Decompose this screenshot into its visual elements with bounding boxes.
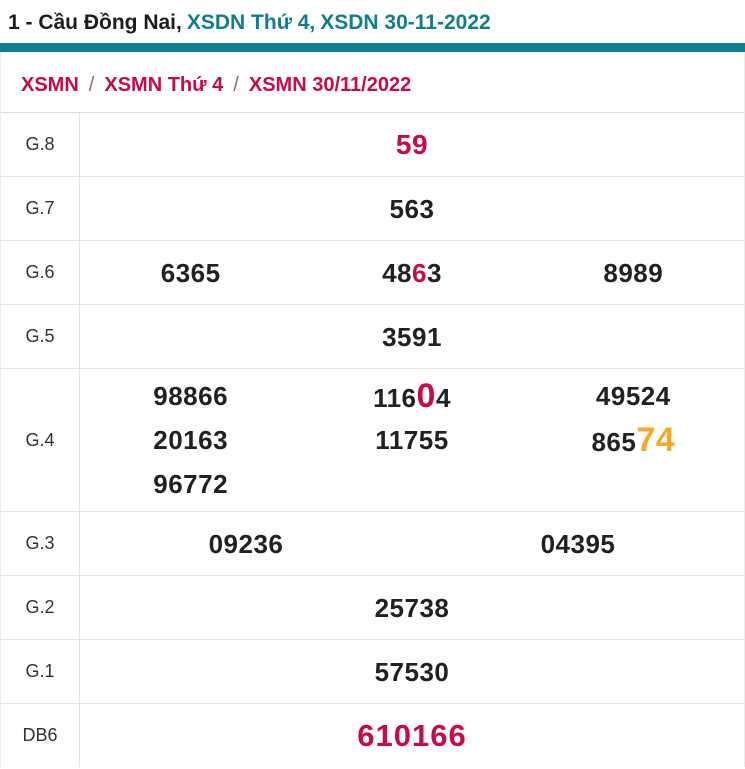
prize-values: 610166 (80, 704, 744, 767)
prize-number: 98866 (153, 381, 229, 411)
prize-number: 86574 (591, 421, 676, 459)
prize-label: G.6 (1, 241, 80, 304)
prize-number: 04395 (540, 528, 616, 559)
breadcrumb-separator: / (88, 74, 95, 96)
prize-label: G.4 (1, 369, 80, 511)
prize-number: 6365 (160, 257, 221, 288)
table-row: G.4 98866 11604 49524 20163 11755 86574 96772 (1, 369, 744, 512)
prize-number: 11755 (375, 425, 449, 455)
breadcrumb-link[interactable]: XSMN 30/11/2022 (248, 74, 412, 96)
table-row: G.2 25738 (1, 576, 744, 640)
page-title-weekday-link[interactable]: XSDN Thứ 4, (186, 11, 316, 34)
prize-label: G.1 (1, 640, 80, 703)
prize-label: G.8 (1, 113, 80, 176)
breadcrumb: XSMN / XSMN Thứ 4 / XSMN 30/11/2022 (1, 52, 744, 112)
results-panel: XSMN / XSMN Thứ 4 / XSMN 30/11/2022 G.8 59 G.7… (0, 52, 745, 767)
prize-number: 3591 (382, 321, 442, 352)
prize-values: 09236 04395 (80, 512, 744, 575)
prize-number: 49524 (595, 381, 671, 411)
prize-values: 3591 (80, 305, 744, 368)
table-row: G.5 3591 (1, 305, 744, 369)
table-row: G.8 59 (1, 113, 744, 177)
prize-number: 09236 (208, 528, 284, 559)
prize-label: G.2 (1, 576, 80, 639)
prize-number: 610166 (357, 717, 467, 753)
page-title-date-link[interactable]: XSDN 30-11-2022 (320, 11, 491, 34)
prize-number (301, 463, 522, 505)
table-row: G.7 563 (1, 177, 744, 241)
teal-accent-bar (0, 43, 745, 52)
prize-number (523, 463, 744, 505)
table-row: G.1 57530 (1, 640, 744, 704)
prize-number: 57530 (374, 656, 450, 687)
table-row: DB6 610166 (1, 704, 744, 767)
prize-label: G.5 (1, 305, 80, 368)
prize-number: 563 (389, 193, 435, 224)
prize-values: 6365 4863 8989 (80, 241, 744, 304)
prize-number: 96772 (153, 469, 229, 499)
prize-label: G.3 (1, 512, 80, 575)
table-row: G.3 09236 04395 (1, 512, 744, 576)
prize-number: 59 (395, 128, 429, 160)
prize-label: G.7 (1, 177, 80, 240)
prize-values: 59 (80, 113, 744, 176)
prize-values: 563 (80, 177, 744, 240)
prize-number: 8989 (603, 257, 664, 288)
prize-number: 25738 (374, 592, 450, 623)
prize-number: 11604 (373, 377, 451, 415)
breadcrumb-link[interactable]: XSMN (21, 74, 79, 96)
prize-values: 25738 (80, 576, 744, 639)
prize-values: 57530 (80, 640, 744, 703)
prize-values: 98866 11604 49524 20163 11755 86574 96772 (80, 369, 744, 511)
page-title-station: 1 - Cầu Đồng Nai, (8, 11, 182, 34)
prize-number: 4863 (382, 257, 442, 288)
page-title: 1 - Cầu Đồng Nai, XSDN Thứ 4, XSDN 30-11-2… (0, 0, 745, 35)
breadcrumb-separator: / (233, 74, 239, 96)
prize-label: DB6 (1, 704, 80, 767)
table-row: G.6 6365 4863 8989 (1, 241, 744, 305)
breadcrumb-link[interactable]: XSMN Thứ 4 (104, 74, 224, 96)
prize-number: 20163 (153, 425, 229, 455)
results-table: G.8 59 G.7 563 G.6 6365 4863 8989 G.5 3591 G.4 9886… (1, 112, 744, 767)
